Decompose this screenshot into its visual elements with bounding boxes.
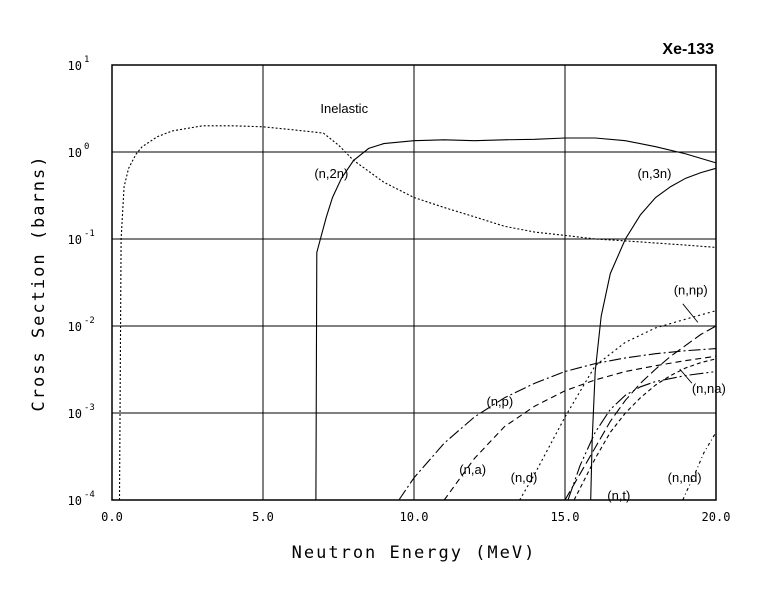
x-axis-title: Neutron Energy (MeV) <box>292 543 537 563</box>
chart-title: Xe-133 <box>662 41 714 58</box>
y-tick-label: 10 -2 <box>68 316 95 334</box>
series-n-3n-line <box>590 167 717 501</box>
series-inelastic-line <box>118 125 717 501</box>
label-n-p: (n,p) <box>486 394 513 409</box>
grid-layer <box>112 65 716 500</box>
label-n-d: (n,d) <box>511 470 538 485</box>
y-tick-exponent: -4 <box>84 490 95 500</box>
y-tick-exponent: 0 <box>84 142 89 152</box>
y-tick-exponent: -2 <box>84 316 95 326</box>
y-tick-base: 10 <box>68 494 82 508</box>
series-n-2n-line <box>315 137 717 501</box>
series-layer <box>118 125 717 501</box>
y-tick-label: 10 0 <box>68 142 90 160</box>
series-n-d-line <box>519 310 717 501</box>
label-n-3n: (n,3n) <box>637 166 671 181</box>
label-inelastic: Inelastic <box>320 101 368 116</box>
y-axis-title: Cross Section (barns) <box>29 155 49 412</box>
y-tick-label: 10 1 <box>68 55 90 73</box>
y-tick-base: 10 <box>68 146 82 160</box>
leader-n-na <box>679 368 693 384</box>
x-tick-label: 10.0 <box>400 510 429 524</box>
y-tick-exponent: 1 <box>84 55 89 65</box>
series-n-np-line <box>564 325 717 501</box>
series-n-p-line <box>398 348 717 501</box>
label-n-2n: (n,2n) <box>314 166 348 181</box>
x-tick-label: 20.0 <box>702 510 731 524</box>
x-tick-label: 0.0 <box>101 510 123 524</box>
leader-n-np <box>682 303 699 323</box>
label-n-t: (n,t) <box>607 488 630 503</box>
y-tick-base: 10 <box>68 407 82 421</box>
series-n-na-line <box>573 358 717 501</box>
label-n-na: (n,na) <box>692 381 726 396</box>
y-tick-exponent: -1 <box>84 229 95 239</box>
plot-frame <box>111 64 717 501</box>
series-n-a-line <box>443 355 717 501</box>
y-tick-base: 10 <box>68 233 82 247</box>
y-tick-label: 10 -3 <box>68 403 95 421</box>
y-tick-label: 10 -1 <box>68 229 95 247</box>
series-n-nd-line <box>682 432 717 501</box>
label-n-np: (n,np) <box>674 283 708 298</box>
x-tick-label: 5.0 <box>252 510 274 524</box>
y-tick-base: 10 <box>68 59 82 73</box>
label-n-a: (n,a) <box>459 462 486 477</box>
y-tick-base: 10 <box>68 320 82 334</box>
series-n-t-line <box>567 370 717 501</box>
x-tick-label: 15.0 <box>551 510 580 524</box>
leader-layer <box>679 303 699 384</box>
y-tick-exponent: -3 <box>84 403 95 413</box>
label-n-nd: (n,nd) <box>668 470 702 485</box>
y-tick-label: 10 -4 <box>68 490 95 508</box>
annotation-layer: Inelastic (n,2n) (n,3n) (n,np) (n,p) (n,na) (n… <box>314 101 725 503</box>
